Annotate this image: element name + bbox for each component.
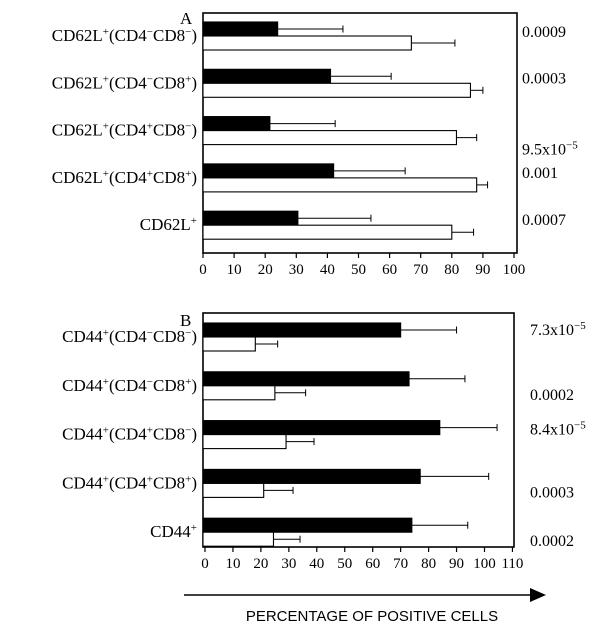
x-tick-label-a-10: 10 <box>227 262 242 278</box>
x-tick-label-b-90: 90 <box>449 556 464 572</box>
bar-a-1-filled <box>202 21 279 37</box>
x-tick-label-b-40: 40 <box>309 556 324 572</box>
bar-a-5-filled <box>202 210 299 226</box>
x-axis-arrowhead <box>530 588 546 602</box>
p-value-b-2: 0.0002 <box>530 387 574 404</box>
p-value-a-2: 0.0003 <box>522 70 566 87</box>
bar-b-1-filled <box>202 322 402 338</box>
category-label-a-3: CD62L+(CD4+CD8−) <box>52 121 197 140</box>
p-value-b-5: 0.0002 <box>530 533 574 550</box>
bar-b-3-open <box>202 434 287 450</box>
x-tick-label-b-70: 70 <box>393 556 408 572</box>
category-label-b-5: CD44+ <box>150 522 197 541</box>
x-tick-label-a-20: 20 <box>258 262 273 278</box>
bar-b-3-filled <box>202 420 441 436</box>
bar-a-4-filled <box>202 163 335 179</box>
panel-label-a: A <box>180 9 193 28</box>
x-tick-label-b-50: 50 <box>337 556 352 572</box>
bar-a-5-open <box>202 224 453 240</box>
x-tick-label-a-0: 0 <box>199 262 207 278</box>
panel-label-b: B <box>180 311 191 330</box>
p-value-a-3: 9.5x10−5 <box>522 140 578 159</box>
bar-a-2-open <box>202 82 472 98</box>
x-tick-label-a-100: 100 <box>503 262 526 278</box>
p-value-a-4: 0.001 <box>522 165 558 182</box>
p-value-a-1: 0.0009 <box>522 24 566 41</box>
bar-b-2-open <box>202 385 276 401</box>
x-tick-label-b-0: 0 <box>201 556 209 572</box>
x-tick-label-a-30: 30 <box>289 262 304 278</box>
category-label-a-2: CD62L+(CD4−CD8+) <box>52 73 197 92</box>
x-axis-label: PERCENTAGE OF POSITIVE CELLS <box>246 608 498 625</box>
x-tick-label-b-100: 100 <box>473 556 496 572</box>
category-label-b-4: CD44+(CD4+CD8+) <box>62 473 197 492</box>
x-tick-label-b-60: 60 <box>365 556 380 572</box>
bar-a-2-filled <box>202 68 332 84</box>
category-label-b-3: CD44+(CD4+CD8−) <box>62 425 197 444</box>
x-tick-label-b-20: 20 <box>253 556 268 572</box>
bar-a-3-filled <box>202 116 271 132</box>
x-tick-label-a-90: 90 <box>475 262 490 278</box>
bar-b-5-filled <box>202 517 413 533</box>
x-tick-label-a-60: 60 <box>382 262 397 278</box>
category-label-a-1: CD62L+(CD4−CD8−) <box>52 26 197 45</box>
category-label-a-5: CD62L+ <box>140 215 197 234</box>
category-label-a-4: CD62L+(CD4+CD8+) <box>52 168 197 187</box>
bar-a-1-open <box>202 35 412 51</box>
bar-b-1-open <box>202 336 256 352</box>
x-tick-label-a-80: 80 <box>444 262 459 278</box>
x-tick-label-b-30: 30 <box>281 556 296 572</box>
bar-b-5-open <box>202 531 275 547</box>
category-label-b-2: CD44+(CD4−CD8+) <box>62 376 197 395</box>
x-tick-label-a-70: 70 <box>413 262 428 278</box>
p-value-b-3: 8.4x10−5 <box>530 420 586 439</box>
bar-a-3-open <box>202 130 458 146</box>
x-tick-label-b-10: 10 <box>225 556 240 572</box>
x-tick-label-a-40: 40 <box>320 262 335 278</box>
p-value-b-1: 7.3x10−5 <box>530 320 586 339</box>
x-tick-label-a-50: 50 <box>351 262 366 278</box>
x-tick-label-b-80: 80 <box>421 556 436 572</box>
bar-b-4-filled <box>202 468 421 484</box>
x-tick-label-b-110: 110 <box>501 556 523 572</box>
category-label-b-1: CD44+(CD4−CD8−) <box>62 327 197 346</box>
p-value-a-5: 0.0007 <box>522 212 566 229</box>
bar-a-4-open <box>202 177 478 193</box>
p-value-b-4: 0.0003 <box>530 484 574 501</box>
bar-b-2-filled <box>202 371 410 387</box>
bar-b-4-open <box>202 482 265 498</box>
